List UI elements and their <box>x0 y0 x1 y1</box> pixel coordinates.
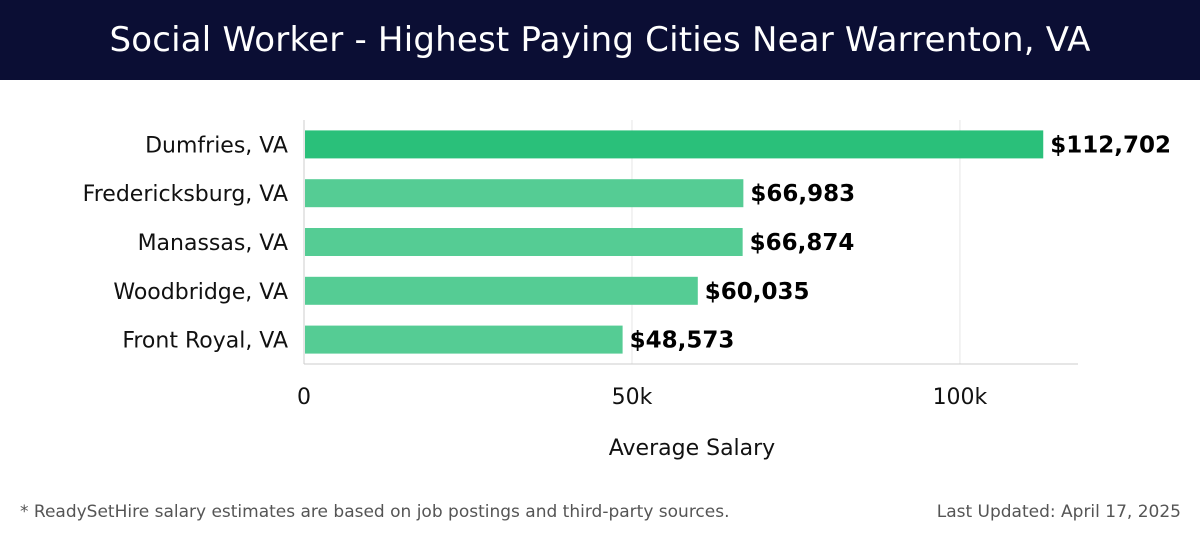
bars: $112,702 $66,983 $66,874 $60,035 $48,573 <box>305 130 1171 354</box>
x-tick-label: 100k <box>933 385 988 410</box>
bar-value-label: $66,983 <box>750 181 855 207</box>
bar-front-royal-va <box>305 325 623 354</box>
bar-value-label: $60,035 <box>705 279 810 305</box>
x-axis-title: Average Salary <box>609 436 775 461</box>
x-tick-label: 0 <box>297 385 311 410</box>
x-tick-label: 50k <box>612 385 653 410</box>
chart-title: Social Worker - Highest Paying Cities Ne… <box>109 20 1091 60</box>
y-tick-label: Front Royal, VA <box>122 329 288 354</box>
y-tick-label: Manassas, VA <box>138 231 288 256</box>
y-tick-label: Dumfries, VA <box>145 133 288 158</box>
chart-header: Social Worker - Highest Paying Cities Ne… <box>0 0 1200 80</box>
bar-woodbridge-va <box>305 276 698 305</box>
bar-value-label: $48,573 <box>630 328 735 354</box>
y-tick-label: Fredericksburg, VA <box>83 182 288 207</box>
footer-disclaimer: * ReadySetHire salary estimates are base… <box>20 502 730 522</box>
bar-value-label: $66,874 <box>750 230 855 256</box>
bar-chart: $112,702 $66,983 $66,874 $60,035 $48,573 0 50… <box>83 120 1171 461</box>
y-tick-label: Woodbridge, VA <box>113 280 288 305</box>
bar-value-label: $112,702 <box>1050 132 1171 158</box>
bar-dumfries-va <box>305 130 1044 159</box>
bar-fredericksburg-va <box>305 179 744 208</box>
bar-manassas-va <box>305 228 743 256</box>
axes: 0 50k 100k Dumfries, VA Fredericksburg, VA Ma… <box>83 120 1078 410</box>
footer-last-updated: Last Updated: April 17, 2025 <box>936 502 1181 522</box>
